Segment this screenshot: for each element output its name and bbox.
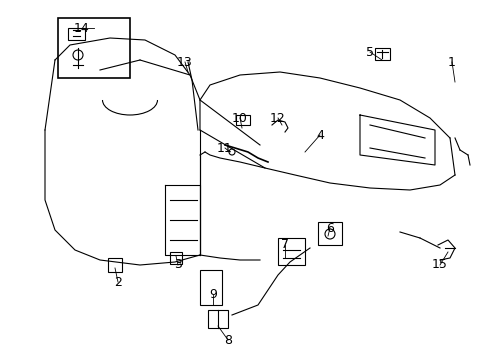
Text: 5: 5 bbox=[365, 45, 373, 59]
Text: 12: 12 bbox=[269, 112, 285, 125]
Text: 15: 15 bbox=[431, 258, 447, 271]
Text: 13: 13 bbox=[177, 55, 192, 68]
Text: 1: 1 bbox=[447, 55, 455, 68]
Text: 4: 4 bbox=[315, 129, 323, 141]
Text: 6: 6 bbox=[325, 221, 333, 234]
Text: 14: 14 bbox=[74, 22, 90, 35]
Text: 10: 10 bbox=[232, 112, 247, 125]
Text: 7: 7 bbox=[281, 239, 288, 252]
Text: 2: 2 bbox=[114, 275, 122, 288]
Text: 9: 9 bbox=[209, 288, 217, 302]
Text: 8: 8 bbox=[224, 333, 231, 346]
Text: 3: 3 bbox=[174, 258, 182, 271]
Text: 11: 11 bbox=[217, 141, 232, 154]
